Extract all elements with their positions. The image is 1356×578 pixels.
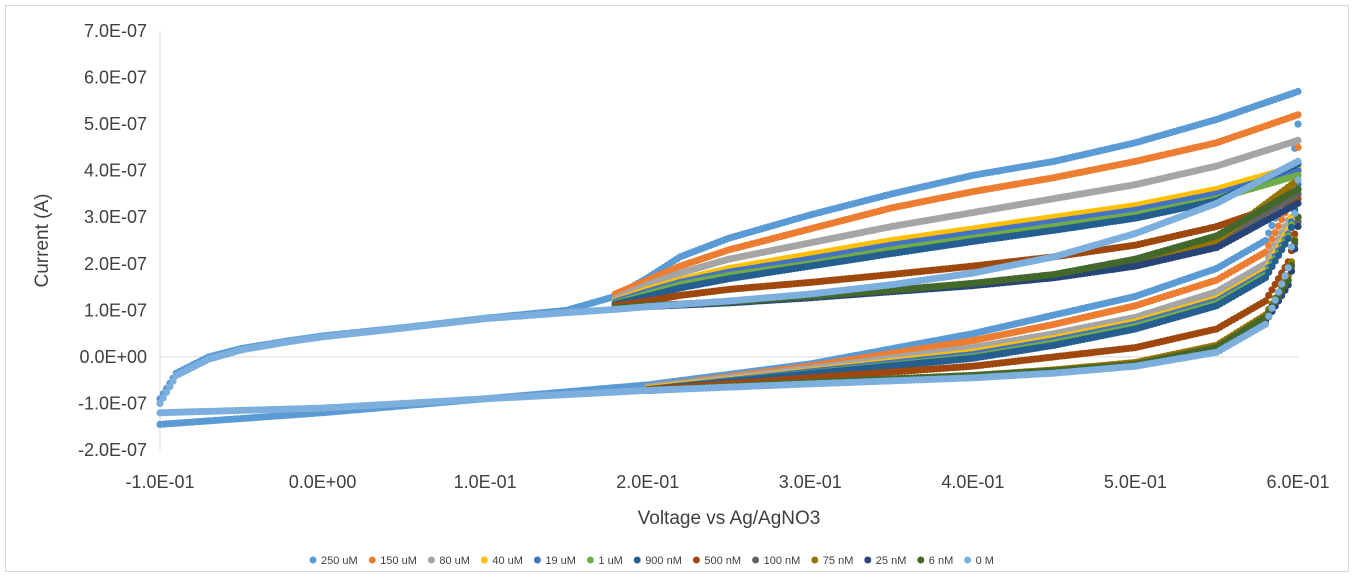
data-point [1281, 240, 1289, 248]
data-point [1265, 268, 1273, 276]
data-point [1261, 248, 1270, 256]
data-point [1294, 136, 1302, 144]
data-point [1274, 222, 1283, 230]
data-point [1278, 215, 1286, 224]
data-point [1268, 235, 1276, 243]
data-point [1268, 222, 1276, 230]
data-point [1274, 275, 1283, 283]
data-point [1294, 87, 1302, 96]
data-point [1294, 143, 1302, 151]
data-point [1271, 257, 1279, 265]
data-point [1261, 274, 1270, 282]
data-point [1265, 291, 1273, 299]
data-point [1287, 223, 1296, 232]
data-point [1271, 280, 1279, 288]
axes [159, 31, 1298, 450]
data-point [1291, 230, 1299, 238]
data-point [1268, 286, 1276, 294]
data-point [1268, 263, 1276, 271]
data-point [1265, 242, 1273, 250]
data-point [1261, 297, 1270, 305]
data-point [1294, 222, 1302, 231]
data-point [1294, 120, 1302, 128]
data-point [1271, 229, 1279, 237]
data-point [1278, 246, 1286, 254]
plot-series [156, 87, 1302, 428]
data-point [1294, 199, 1302, 207]
data-point [1265, 229, 1273, 237]
data-point [1294, 111, 1302, 119]
data-point [1284, 235, 1292, 243]
data-point [1274, 251, 1283, 259]
